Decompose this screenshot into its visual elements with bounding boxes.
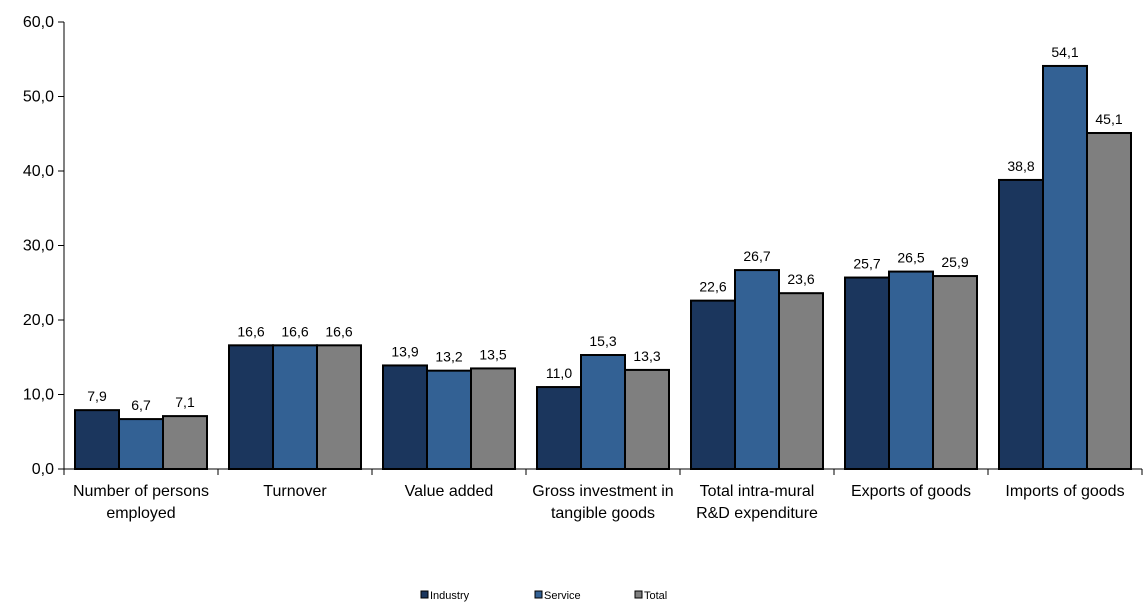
data-label: 22,6 bbox=[699, 279, 726, 295]
x-category-label: R&D expenditure bbox=[696, 505, 818, 522]
bar-service bbox=[1042, 64, 1088, 471]
y-tick-label: 40,0 bbox=[23, 163, 54, 180]
data-label: 13,3 bbox=[633, 348, 660, 364]
x-category-label: Imports of goods bbox=[1005, 483, 1124, 500]
data-label: 26,5 bbox=[897, 250, 924, 266]
data-label: 13,5 bbox=[479, 346, 506, 362]
bar-service bbox=[118, 418, 164, 470]
bar-total bbox=[624, 368, 670, 471]
x-category-label: Number of persons bbox=[73, 483, 209, 500]
bar-industry bbox=[690, 299, 736, 470]
legend: Industry Service Total bbox=[420, 590, 667, 602]
legend-swatch-industry bbox=[420, 590, 429, 599]
x-category-label: tangible goods bbox=[551, 505, 655, 522]
bar-industry bbox=[228, 344, 274, 470]
data-label: 16,6 bbox=[237, 323, 264, 339]
bar-service bbox=[888, 270, 934, 471]
data-label: 13,9 bbox=[391, 343, 418, 359]
data-label: 15,3 bbox=[589, 333, 616, 349]
bar-service bbox=[426, 369, 472, 470]
data-labels: 7,9 16,6 13,9 11,0 22,6 25,7 38,8 6,7 16,6 13,2 15… bbox=[87, 44, 1123, 413]
data-label: 6,7 bbox=[131, 397, 151, 413]
y-tick-label: 60,0 bbox=[23, 14, 54, 31]
bar-total bbox=[162, 415, 208, 471]
x-category-label: employed bbox=[106, 505, 175, 522]
bar-service bbox=[272, 344, 318, 470]
bar-industry bbox=[844, 276, 890, 470]
data-label: 16,6 bbox=[281, 323, 308, 339]
data-label: 13,2 bbox=[435, 349, 462, 365]
data-label: 16,6 bbox=[325, 323, 352, 339]
bar-industry bbox=[74, 409, 120, 470]
bar-industry bbox=[536, 386, 582, 470]
y-tick-label: 20,0 bbox=[23, 312, 54, 329]
x-category-label: Value added bbox=[405, 483, 494, 500]
data-label: 25,7 bbox=[853, 256, 880, 272]
legend-label: Total bbox=[644, 590, 667, 602]
bar-total bbox=[470, 367, 516, 470]
x-category-label: Exports of goods bbox=[851, 483, 971, 500]
data-label: 45,1 bbox=[1095, 111, 1122, 127]
axes: 0,0 10,0 20,0 30,0 40,0 50,0 60,0 Number of per… bbox=[23, 14, 1143, 522]
data-label: 54,1 bbox=[1051, 44, 1078, 60]
bar-total bbox=[1086, 132, 1132, 470]
data-label: 7,1 bbox=[175, 394, 195, 410]
y-tick-label: 30,0 bbox=[23, 238, 54, 255]
data-label: 7,9 bbox=[87, 388, 107, 404]
y-tick-label: 10,0 bbox=[23, 387, 54, 404]
legend-label: Service bbox=[544, 590, 581, 602]
data-label: 11,0 bbox=[546, 365, 572, 381]
x-category-label: Total intra-mural bbox=[700, 483, 815, 500]
y-tick-label: 0,0 bbox=[32, 461, 54, 478]
bar-total bbox=[316, 344, 362, 470]
x-category-label: Gross investment in bbox=[532, 483, 673, 500]
bar-service bbox=[580, 354, 626, 471]
bar-total bbox=[932, 275, 978, 471]
bar-industry bbox=[382, 364, 428, 471]
legend-swatch-total bbox=[634, 590, 643, 599]
data-label: 23,6 bbox=[787, 271, 814, 287]
bars bbox=[74, 64, 1132, 471]
data-label: 26,7 bbox=[743, 248, 770, 264]
bar-total bbox=[778, 292, 824, 470]
data-label: 25,9 bbox=[941, 254, 968, 270]
data-label: 38,8 bbox=[1007, 158, 1034, 174]
bar-service bbox=[734, 269, 780, 470]
legend-label: Industry bbox=[430, 590, 470, 602]
y-tick-label: 50,0 bbox=[23, 89, 54, 106]
legend-swatch-service bbox=[534, 590, 543, 599]
bar-industry bbox=[998, 178, 1044, 470]
x-category-label: Turnover bbox=[263, 483, 327, 500]
